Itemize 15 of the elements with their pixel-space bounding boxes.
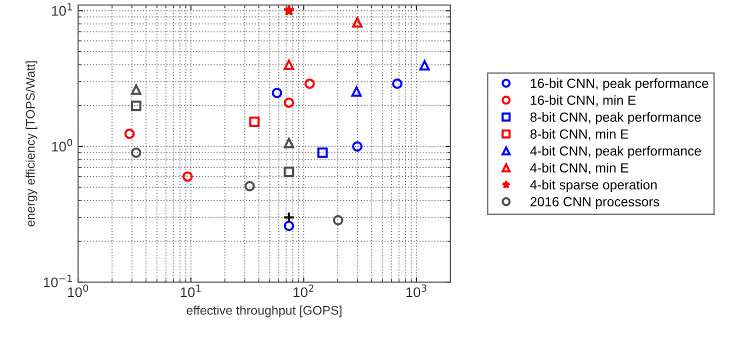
legend-label: 4-bit sparse operation xyxy=(530,180,657,192)
y-tick-label: 10$^{0}$ xyxy=(52,138,72,152)
x-axis-title: effective throughput [GOPS] xyxy=(186,306,342,318)
legend-label: 8-bit CNN, peak performance xyxy=(530,112,701,124)
legend-label: 4-bit CNN, peak performance xyxy=(530,146,701,158)
legend-label: 16-bit CNN, peak performance xyxy=(530,78,708,91)
legend-label: 4-bit CNN, min E xyxy=(530,162,628,174)
legend-label: 16-bit CNN, min E xyxy=(530,95,636,106)
legend-label: 8-bit CNN, min E xyxy=(530,129,628,140)
x-tick-label: 10$^{1}$ xyxy=(180,284,201,298)
y-tick-label: 10$^{1}$ xyxy=(52,3,72,16)
x-tick-label: 10$^{2}$ xyxy=(294,284,314,298)
y-axis-title: energy efficiency [TOPS/Watt] xyxy=(26,61,38,226)
x-tick-label: 10$^{3}$ xyxy=(406,284,426,298)
legend-label: 2016 CNN processors xyxy=(530,197,660,210)
